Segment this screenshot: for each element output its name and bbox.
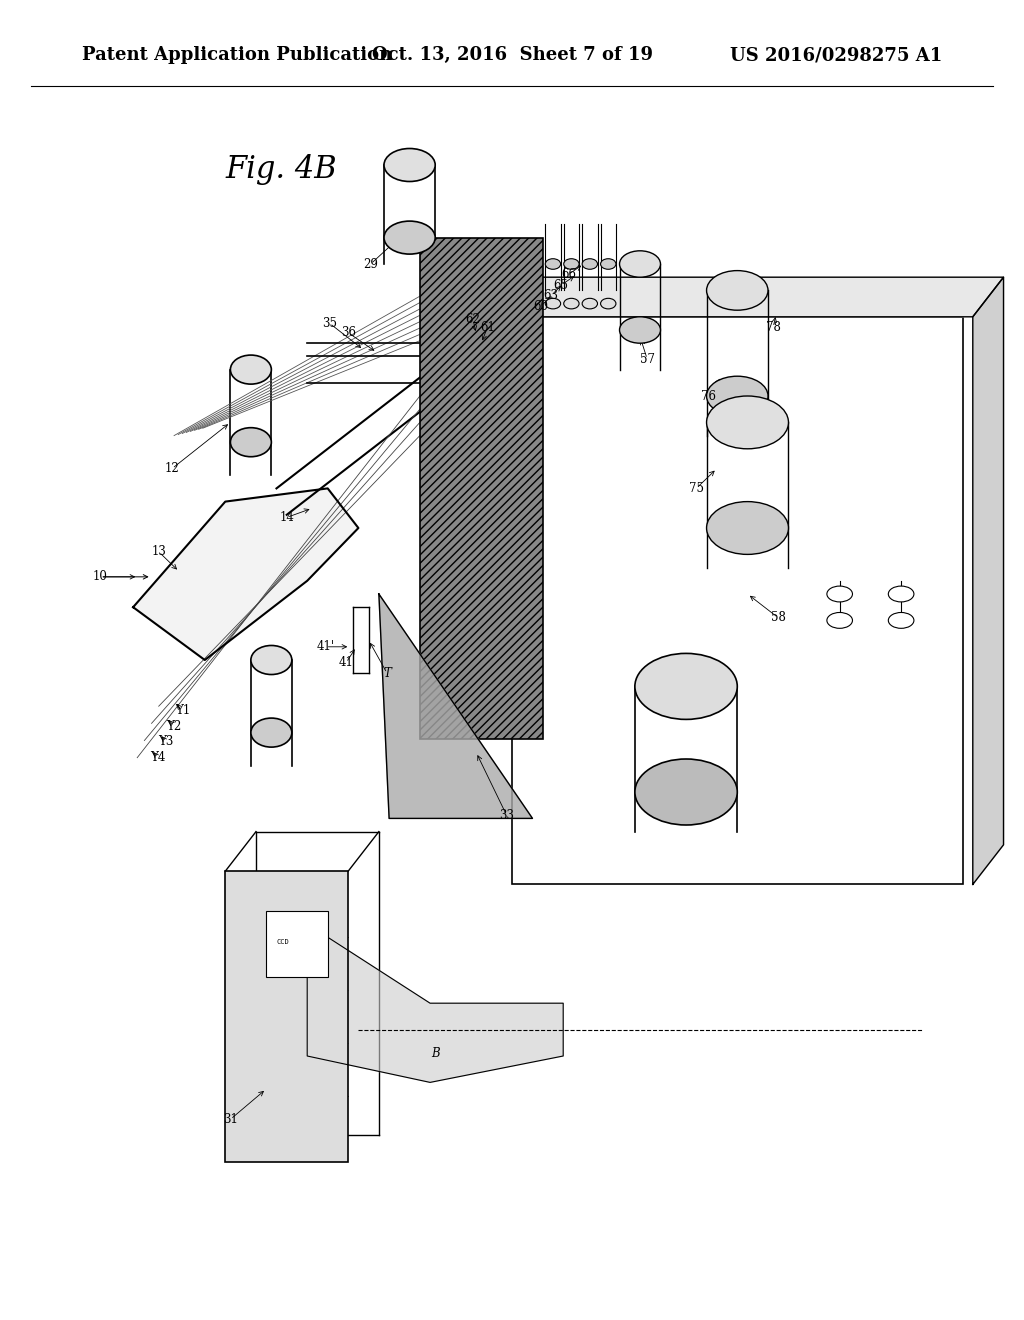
Text: 12: 12 [165, 462, 179, 475]
Text: Y3: Y3 [158, 735, 174, 748]
Text: 13: 13 [152, 545, 166, 558]
Polygon shape [379, 594, 532, 818]
Polygon shape [512, 277, 1004, 317]
Ellipse shape [827, 586, 852, 602]
Text: Y4: Y4 [150, 751, 166, 764]
Ellipse shape [635, 653, 737, 719]
Text: US 2016/0298275 A1: US 2016/0298275 A1 [730, 46, 942, 65]
Ellipse shape [827, 612, 852, 628]
Ellipse shape [384, 149, 435, 181]
FancyBboxPatch shape [512, 317, 963, 884]
Polygon shape [973, 277, 1004, 884]
Text: Y2: Y2 [167, 719, 181, 733]
Text: 76: 76 [701, 389, 716, 403]
Ellipse shape [564, 259, 580, 269]
Ellipse shape [384, 222, 435, 255]
Ellipse shape [230, 428, 271, 457]
Bar [420, 238, 543, 739]
Ellipse shape [635, 759, 737, 825]
Text: 61: 61 [480, 321, 495, 334]
Text: 36: 36 [341, 326, 355, 339]
Ellipse shape [707, 376, 768, 416]
Text: 75: 75 [689, 482, 703, 495]
Bar [266, 911, 328, 977]
Ellipse shape [546, 298, 561, 309]
Ellipse shape [230, 355, 271, 384]
Ellipse shape [620, 251, 660, 277]
Text: 66: 66 [561, 268, 575, 281]
Text: 31: 31 [223, 1113, 238, 1126]
Text: 62: 62 [466, 313, 480, 326]
Text: 33: 33 [500, 809, 514, 822]
Text: 60: 60 [534, 300, 548, 313]
Ellipse shape [251, 718, 292, 747]
Text: 63: 63 [544, 289, 558, 302]
FancyBboxPatch shape [225, 871, 348, 1162]
Text: 35: 35 [323, 317, 337, 330]
Text: 41: 41 [339, 656, 353, 669]
Polygon shape [307, 924, 563, 1082]
Ellipse shape [600, 298, 615, 309]
Text: 29: 29 [364, 257, 378, 271]
Text: B: B [431, 1047, 439, 1060]
Text: CCD: CCD [276, 939, 289, 945]
Ellipse shape [889, 586, 913, 602]
Text: T: T [383, 667, 391, 680]
Ellipse shape [546, 259, 561, 269]
Text: 10: 10 [93, 570, 108, 583]
Ellipse shape [600, 259, 615, 269]
Text: 57: 57 [640, 352, 654, 366]
Polygon shape [133, 488, 358, 660]
Text: 14: 14 [280, 511, 294, 524]
Ellipse shape [564, 298, 580, 309]
Ellipse shape [707, 271, 768, 310]
Text: 58: 58 [771, 611, 785, 624]
Text: 41': 41' [316, 640, 335, 653]
Ellipse shape [620, 317, 660, 343]
Text: 78: 78 [766, 321, 780, 334]
Text: Oct. 13, 2016  Sheet 7 of 19: Oct. 13, 2016 Sheet 7 of 19 [372, 46, 652, 65]
Text: Patent Application Publication: Patent Application Publication [82, 46, 392, 65]
Ellipse shape [889, 612, 913, 628]
Ellipse shape [707, 396, 788, 449]
Text: 65: 65 [554, 279, 568, 292]
Ellipse shape [707, 502, 788, 554]
Ellipse shape [583, 259, 598, 269]
Ellipse shape [583, 298, 598, 309]
Text: Fig. 4B: Fig. 4B [225, 154, 337, 185]
Text: Y1: Y1 [175, 704, 189, 717]
Ellipse shape [251, 645, 292, 675]
